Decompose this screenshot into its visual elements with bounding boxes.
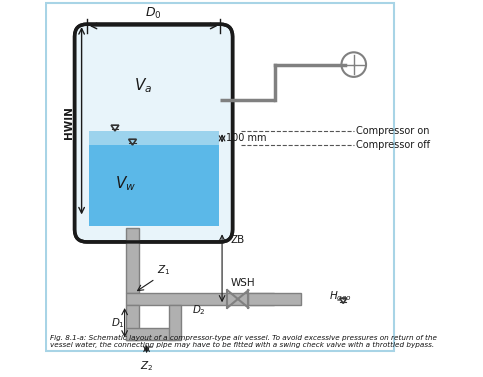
Text: $V_w$: $V_w$ <box>115 175 136 193</box>
Text: 100 mm: 100 mm <box>226 133 266 143</box>
Text: Fig. 8.1-a: Schematic layout of a compressor-type air vessel. To avoid excessive: Fig. 8.1-a: Schematic layout of a compre… <box>50 335 437 348</box>
Text: Compressor on: Compressor on <box>355 126 429 136</box>
Text: $H_{geo}$: $H_{geo}$ <box>329 290 352 305</box>
Text: $Z_1$: $Z_1$ <box>157 263 170 277</box>
Text: $D_2$: $D_2$ <box>192 303 206 317</box>
Bar <box>127 328 175 340</box>
Text: $Z_2$: $Z_2$ <box>140 360 153 373</box>
FancyBboxPatch shape <box>46 3 394 351</box>
Bar <box>127 305 139 340</box>
Text: WSH: WSH <box>231 277 256 288</box>
Text: ZB: ZB <box>231 235 245 245</box>
Bar <box>169 305 181 340</box>
FancyBboxPatch shape <box>74 24 233 242</box>
Polygon shape <box>88 131 218 226</box>
Text: $V_a$: $V_a$ <box>134 76 152 95</box>
Text: $D_0$: $D_0$ <box>145 6 162 21</box>
Bar <box>127 293 274 305</box>
Polygon shape <box>88 131 218 146</box>
Text: HWIN: HWIN <box>64 106 74 139</box>
Text: $D_1$: $D_1$ <box>111 316 125 329</box>
Bar <box>127 228 139 293</box>
Bar <box>248 293 301 305</box>
Text: Compressor off: Compressor off <box>355 140 429 150</box>
